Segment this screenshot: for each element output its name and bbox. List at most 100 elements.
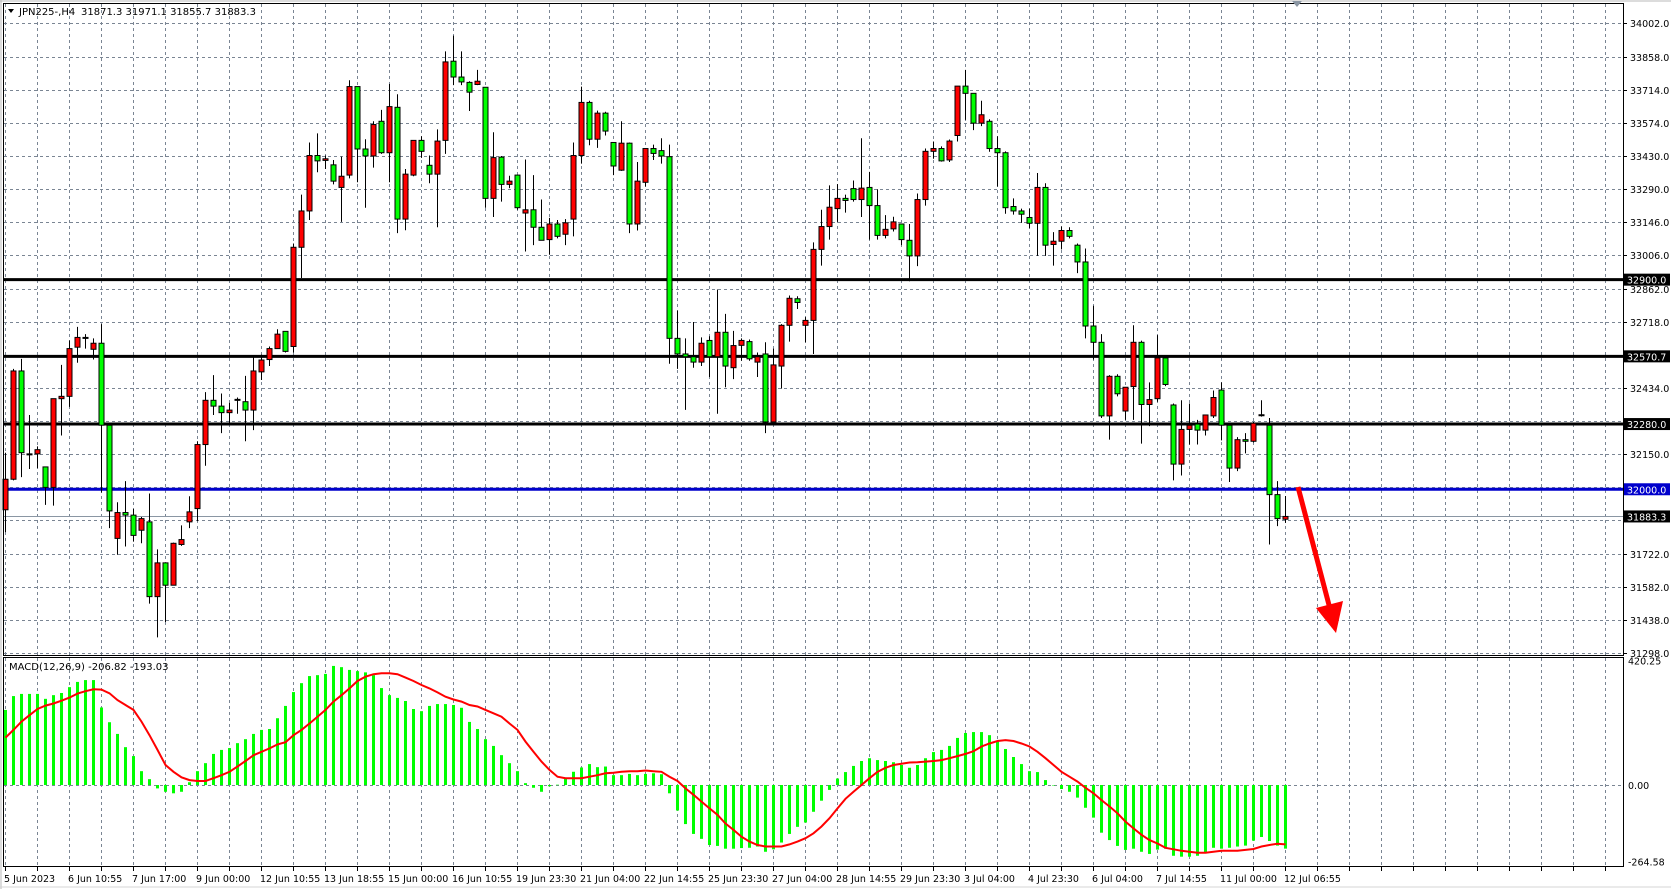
candle-body [546, 223, 553, 241]
candle-body [642, 148, 649, 183]
candle-body [1122, 386, 1129, 412]
macd-histogram-bar [60, 692, 63, 785]
candle [650, 144, 657, 160]
time-label: 4 Jul 23:30 [1028, 874, 1079, 885]
macd-histogram-bar [1172, 785, 1175, 856]
macd-histogram-bar [484, 739, 487, 785]
candle-body [722, 331, 729, 367]
candle-body [970, 92, 977, 124]
candle [506, 175, 513, 189]
candle-body [626, 142, 633, 225]
candle-body [426, 164, 433, 175]
macd-histogram-bar [1212, 785, 1215, 848]
macd-histogram-bar [268, 728, 271, 785]
price-tick-label: 31438.0 [1630, 616, 1669, 627]
chart-shift-marker-icon[interactable] [1292, 1, 1302, 7]
level-price-tag [1624, 350, 1670, 363]
level-price-label: 32280.0 [1627, 420, 1666, 431]
macd-histogram-bar [756, 785, 759, 847]
macd-histogram-bar [684, 785, 687, 825]
candle-body [1146, 399, 1153, 405]
candle-body [1082, 261, 1089, 327]
candle-body [330, 164, 337, 182]
macd-histogram-bar [316, 675, 319, 785]
macd-histogram-bar [100, 707, 103, 785]
macd-histogram-bar [508, 763, 511, 785]
candle [586, 100, 593, 146]
macd-histogram-bar [820, 785, 823, 801]
candle-body [458, 76, 465, 83]
candle-body [978, 114, 985, 124]
candle-body [778, 324, 785, 367]
macd-histogram-bar [524, 783, 527, 785]
macd-histogram-bar [964, 732, 967, 785]
price-tick-label: 32150.0 [1630, 450, 1669, 461]
macd-histogram-bar [564, 778, 567, 785]
candle [562, 219, 569, 246]
time-label: 12 Jul 06:55 [1284, 874, 1341, 885]
candle-body [266, 348, 273, 361]
macd-histogram-bar [276, 718, 279, 785]
candle-body [858, 187, 865, 201]
candle [1010, 198, 1017, 215]
macd-histogram-bar [844, 772, 847, 785]
price-tick-label: 33006.0 [1630, 251, 1669, 262]
macd-histogram-bar [28, 693, 31, 785]
candle-body [802, 319, 809, 326]
macd-histogram-bar [324, 673, 327, 785]
macd-histogram-bar [1140, 785, 1143, 852]
level-price-tag [1624, 418, 1670, 431]
candle-body [690, 356, 697, 363]
candle-body [946, 140, 953, 161]
candle-body [962, 85, 969, 94]
macd-histogram-bar [436, 704, 439, 785]
macd-histogram-bar [356, 671, 359, 785]
macd-histogram-bar [380, 688, 383, 785]
candle-body [114, 512, 121, 539]
candle [1242, 433, 1249, 454]
candle-body [18, 370, 25, 454]
candle-body [234, 398, 241, 401]
candle [618, 121, 625, 171]
macd-histogram-bar [916, 764, 919, 785]
macd-histogram-bar [988, 735, 991, 785]
candle-body [1034, 186, 1041, 224]
level-price-tag [1624, 273, 1670, 286]
level-price-label: 32570.7 [1627, 352, 1666, 363]
macd-histogram-bar [364, 672, 367, 785]
candle-body [1170, 404, 1177, 465]
candle-body [354, 86, 361, 150]
candle [1170, 403, 1177, 481]
candle-body [922, 150, 929, 201]
candle [690, 322, 697, 368]
candle-body [938, 148, 945, 162]
candle-body [170, 542, 177, 586]
level-price-label: 32900.0 [1627, 276, 1666, 287]
macd-histogram-bar [1252, 785, 1255, 841]
candle [1114, 374, 1121, 397]
ohlc-values: 31871.3 31971.1 31855.7 31883.3 [81, 7, 256, 18]
dropdown-triangle-icon[interactable] [8, 9, 14, 13]
candle [290, 243, 297, 353]
macd-histogram-bar [580, 767, 583, 785]
candle [1154, 335, 1161, 402]
candle [802, 317, 809, 343]
candle-body [138, 518, 145, 531]
candle-body [954, 85, 961, 136]
macd-histogram-bar [284, 705, 287, 785]
candle-body [842, 197, 849, 201]
candle-body [866, 186, 873, 207]
time-label: 6 Jul 04:00 [1092, 874, 1143, 885]
macd-histogram-bar [156, 785, 159, 789]
macd-histogram-bar [420, 711, 423, 785]
macd-histogram-bar [1220, 785, 1223, 849]
candle [130, 508, 137, 542]
macd-histogram-bar [76, 681, 79, 785]
price-tick-label: 33290.0 [1630, 185, 1669, 196]
candle [1082, 248, 1089, 339]
macd-axis-label: 0.00 [1628, 781, 1649, 792]
down-arrow-icon[interactable] [1295, 486, 1343, 633]
candle [218, 393, 225, 434]
candle [786, 295, 793, 342]
